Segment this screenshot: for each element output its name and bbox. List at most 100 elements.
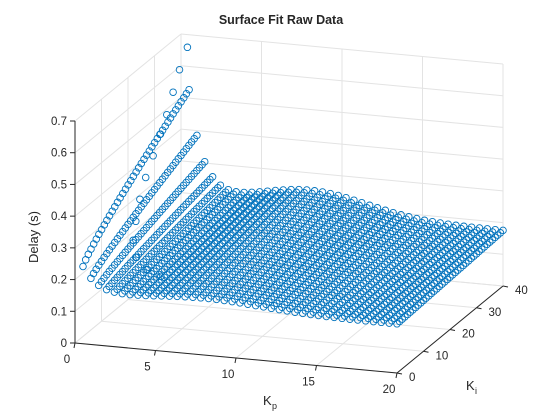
data-point (265, 251, 274, 259)
data-point (267, 304, 276, 313)
data-point (108, 242, 116, 250)
data-point (369, 317, 378, 326)
data-point (260, 256, 268, 265)
data-point (355, 231, 363, 239)
data-point (331, 214, 340, 223)
data-point (325, 249, 334, 257)
x-tick-mark (73, 342, 76, 349)
data-point (299, 236, 308, 244)
data-point (314, 311, 323, 320)
data-point (419, 296, 428, 305)
data-point (278, 247, 287, 255)
data-point (349, 245, 358, 254)
data-point (373, 232, 381, 241)
data-point (197, 294, 205, 302)
data-point (169, 88, 177, 96)
data-point (150, 138, 159, 147)
data-point (491, 233, 499, 242)
data-point (142, 255, 150, 264)
data-point (273, 243, 282, 251)
data-point (305, 230, 313, 239)
data-point (187, 221, 195, 230)
data-point (381, 234, 389, 243)
data-point (317, 284, 326, 292)
data-point (124, 181, 132, 189)
data-point (236, 280, 244, 289)
data-point (149, 291, 158, 300)
data-point (226, 264, 234, 272)
data-point (126, 290, 134, 299)
data-point (328, 283, 336, 291)
data-point (295, 194, 303, 202)
data-point (220, 278, 229, 287)
data-point (312, 280, 321, 288)
data-point (339, 246, 347, 254)
data-point (276, 213, 285, 221)
data-point (357, 256, 365, 265)
data-point (176, 232, 185, 240)
data-point (161, 122, 169, 130)
data-point (249, 267, 258, 275)
data-point (275, 287, 284, 296)
data-point (265, 223, 274, 232)
data-point (496, 229, 505, 237)
data-point (261, 197, 269, 205)
data-point (147, 250, 156, 258)
data-point (262, 263, 271, 271)
data-point (404, 230, 413, 239)
data-point (118, 289, 127, 298)
data-point (328, 237, 337, 245)
data-point (347, 238, 355, 247)
data-point (181, 292, 189, 301)
data-point (399, 235, 408, 244)
data-point (191, 290, 200, 299)
data-point (412, 223, 421, 232)
data-point (333, 278, 342, 286)
data-point (236, 262, 245, 270)
data-point (273, 252, 281, 261)
data-point (203, 206, 211, 215)
data-point (134, 263, 143, 272)
data-point (328, 217, 337, 225)
data-point (291, 308, 299, 316)
data-point (179, 218, 188, 226)
data-point (237, 206, 245, 214)
data-point (161, 236, 169, 245)
data-point (307, 276, 315, 284)
data-point (259, 303, 268, 311)
data-point (301, 289, 310, 298)
data-point (177, 98, 185, 106)
data-point (347, 209, 355, 217)
data-point (247, 251, 255, 260)
data-point (312, 242, 321, 251)
data-point (376, 230, 384, 239)
data-point (206, 191, 214, 200)
data-point (328, 246, 337, 255)
data-point (323, 212, 332, 220)
data-point (129, 236, 137, 245)
data-point (360, 226, 368, 234)
data-point (323, 270, 331, 278)
data-point (134, 164, 143, 172)
data-point (355, 201, 363, 210)
data-point (168, 240, 177, 248)
data-point (198, 199, 206, 208)
data-point (344, 268, 352, 277)
data-point (349, 236, 358, 244)
data-point (397, 229, 405, 237)
data-point (254, 299, 263, 307)
data-point (331, 204, 340, 213)
data-point (149, 152, 157, 160)
data-point (155, 242, 164, 250)
data-point (158, 239, 166, 248)
data-point (218, 224, 227, 232)
data-point (334, 222, 342, 230)
data-point (147, 260, 156, 269)
data-point (294, 241, 303, 249)
data-point (182, 227, 190, 235)
data-point (165, 292, 174, 300)
data-point (289, 246, 297, 255)
data-point (281, 264, 289, 272)
data-point (244, 300, 252, 308)
data-point (252, 292, 260, 301)
